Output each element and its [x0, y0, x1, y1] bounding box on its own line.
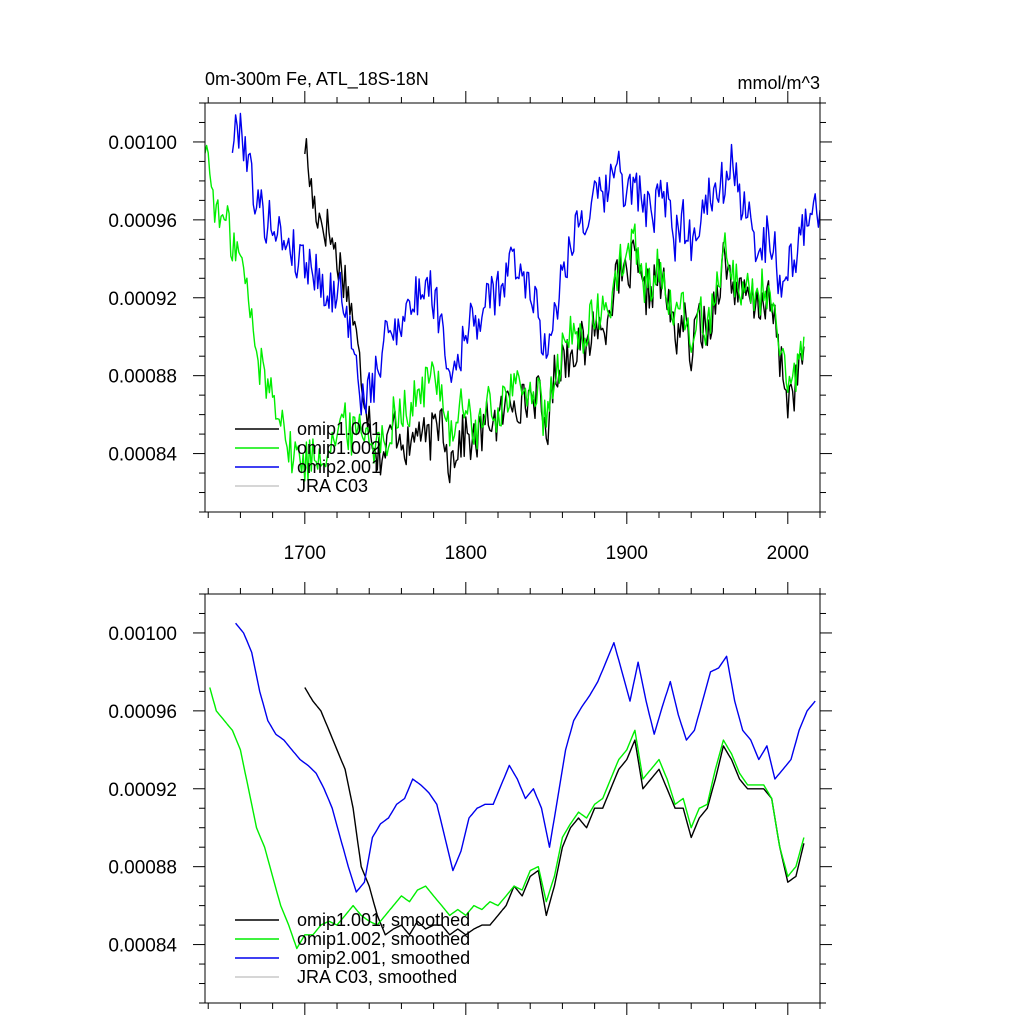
bottom-panel: 0.00084 0.00088 0.00092 0.00096 0.00100 omip1… [108, 582, 832, 1015]
legend-label: JRA C03 [297, 476, 368, 496]
y-tick-label: 0.00088 [108, 858, 177, 879]
legend-label: JRA C03, smoothed [297, 967, 457, 987]
legend-label: omip2.001, smoothed [297, 948, 470, 968]
y-tick-label: 0.00092 [108, 289, 177, 310]
x-tick-label: 1700 [284, 543, 326, 564]
y-tick-label: 0.00096 [108, 211, 177, 232]
units-label: mmol/m^3 [738, 73, 820, 93]
series-line-omip1-002 [205, 144, 805, 482]
y-tick-label: 0.00084 [108, 936, 177, 957]
y-tick-label: 0.00092 [108, 780, 177, 801]
legend-label: omip2.001 [297, 457, 381, 477]
x-tick-label: 1800 [445, 543, 487, 564]
plot-frame [204, 102, 821, 513]
legend-label: omip1.002, smoothed [297, 929, 470, 949]
series-group [209, 622, 816, 950]
series-line-omip1-002-smoothed [209, 687, 805, 950]
y-tick-label: 0.00088 [108, 367, 177, 388]
chart-title: 0m-300m Fe, ATL_18S-18N [205, 69, 429, 90]
plot-frame [204, 593, 821, 1004]
legend-label: omip1.002 [297, 438, 381, 458]
y-tick-label: 0.00084 [108, 445, 177, 466]
legend-label: omip1.001, smoothed [297, 910, 470, 930]
y-tick-label: 0.00100 [108, 133, 177, 154]
y-tick-label: 0.00096 [108, 702, 177, 723]
series-group [205, 112, 820, 484]
series-line-omip2-001 [231, 112, 820, 416]
legend-label: omip1.001 [297, 419, 381, 439]
x-tick-label: 2000 [767, 543, 809, 564]
series-line-omip1-001-smoothed [304, 687, 805, 936]
top-panel: 0m-300m Fe, ATL_18S-18N mmol/m^3 0.00084 0.… [108, 69, 832, 564]
x-tick-label: 1900 [606, 543, 648, 564]
y-tick-label: 0.00100 [108, 624, 177, 645]
series-line-omip2-001-smoothed [235, 622, 816, 893]
